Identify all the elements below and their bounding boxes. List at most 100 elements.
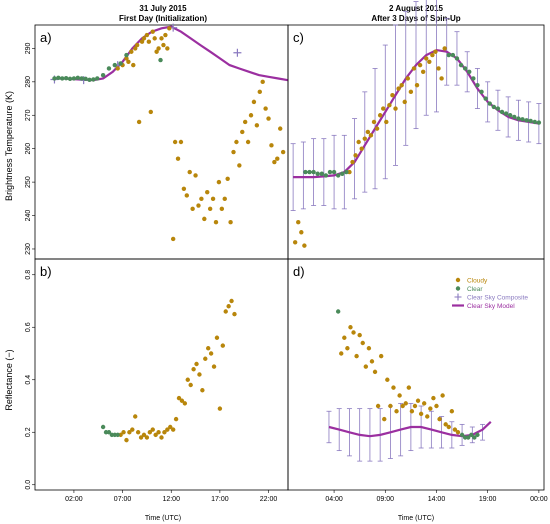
cloudy-point <box>393 106 398 111</box>
clear-point <box>323 173 329 178</box>
cloudy-point <box>115 66 120 71</box>
y-tick-label: 270 <box>25 109 32 121</box>
cloudy-point <box>400 403 405 409</box>
clear-point <box>503 111 509 116</box>
panel-frame <box>34 258 289 491</box>
x-tick-label: 14:00 <box>428 496 446 503</box>
clear-point <box>112 62 117 68</box>
legend-marker-clear <box>455 286 461 291</box>
cloudy-point <box>356 139 361 145</box>
cloudy-point <box>150 29 155 34</box>
cloudy-point <box>436 66 441 71</box>
cloudy-point <box>133 46 138 51</box>
x-tick-label: 09:00 <box>377 496 395 503</box>
y-tick-label: 0.6 <box>25 322 32 332</box>
cloudy-point <box>414 82 420 88</box>
cloudy-point <box>424 56 429 61</box>
cloudy-point <box>446 424 451 430</box>
cloudy-point <box>242 119 248 125</box>
cloudy-point <box>350 159 355 165</box>
legend-label-clear: Clear <box>467 286 483 293</box>
cloudy-point <box>269 143 274 148</box>
cloudy-point <box>399 82 404 88</box>
cloudy-point <box>216 179 222 185</box>
clear-point <box>459 432 465 438</box>
panel-a: a) 230 240 250 260 270 280 290 <box>25 23 289 260</box>
cloudy-point <box>199 196 204 202</box>
cloudy-point <box>381 106 386 111</box>
x-tick-label: 19:00 <box>479 496 497 503</box>
cloudy-point <box>200 388 205 393</box>
cloudy-point <box>434 403 439 409</box>
cloudy-point <box>165 46 170 51</box>
cloudy-point <box>168 424 173 430</box>
clear-point <box>60 76 65 81</box>
cloudy-point <box>369 359 375 364</box>
clear-point <box>340 171 345 176</box>
cloudy-point <box>368 133 374 138</box>
cloudy-point <box>150 427 155 432</box>
cloudy-point <box>131 62 136 68</box>
clear-point <box>307 169 312 175</box>
cloudy-point <box>360 340 365 346</box>
panel-letter: d) <box>293 264 305 279</box>
clear-point <box>499 109 505 115</box>
cloudy-point <box>437 416 442 422</box>
panel-frame <box>287 258 545 491</box>
cloudy-point <box>417 62 423 68</box>
cloudy-point <box>135 430 141 435</box>
cloudy-point <box>220 343 226 348</box>
x-tick-label: 04:00 <box>325 496 343 503</box>
clear-point <box>52 76 57 81</box>
clear-point <box>331 169 337 175</box>
cloudy-point <box>382 416 387 422</box>
cloudy-point <box>388 403 393 409</box>
cloudy-point <box>229 298 234 304</box>
clear-point <box>462 66 468 71</box>
cloudy-point <box>141 36 147 41</box>
col-left-title-line1: 31 July 2015 <box>139 4 187 13</box>
cloudy-point <box>211 364 217 369</box>
cloudy-point <box>210 196 216 202</box>
cloudy-point <box>415 398 421 403</box>
cloudy-point <box>153 432 158 438</box>
clear-sky-model-line <box>328 421 492 438</box>
clear-point <box>303 169 308 175</box>
cloudy-point <box>390 93 395 98</box>
clear-point <box>79 76 84 81</box>
cloudy-point <box>449 409 455 414</box>
legend-marker-cloudy <box>455 277 461 283</box>
clear-point <box>512 114 517 120</box>
cloudy-point <box>152 36 157 41</box>
clear-point <box>95 76 100 81</box>
cloudy-point <box>223 309 228 314</box>
cloudy-point <box>347 169 352 175</box>
cloudy-point <box>427 59 432 64</box>
y-tick-label: 0.0 <box>25 480 32 490</box>
cloudy-point <box>175 156 181 161</box>
cloudy-point <box>228 220 233 225</box>
cloudy-point <box>353 153 358 158</box>
cloudy-point <box>194 361 199 367</box>
cloudy-point <box>136 119 142 125</box>
cloudy-point <box>185 377 190 382</box>
cloudy-point <box>213 220 219 225</box>
cloudy-point <box>178 139 184 145</box>
clear-point <box>495 106 501 111</box>
cloudy-point <box>133 414 138 419</box>
cloudy-point <box>372 369 378 375</box>
clear-point <box>466 435 471 440</box>
cloudy-point <box>442 46 447 51</box>
cloudy-point <box>375 403 381 409</box>
cloudy-point <box>182 401 188 406</box>
cloudy-point <box>197 372 202 377</box>
clear-point <box>91 77 96 82</box>
cloudy-point <box>124 437 129 443</box>
cloudy-point <box>257 89 262 95</box>
cloudy-point <box>173 416 179 422</box>
cloudy-point <box>159 435 164 440</box>
cloudy-point <box>418 411 424 417</box>
cloudy-point <box>181 186 187 191</box>
clear-point <box>475 82 480 88</box>
y-tick-label: 280 <box>25 76 32 88</box>
